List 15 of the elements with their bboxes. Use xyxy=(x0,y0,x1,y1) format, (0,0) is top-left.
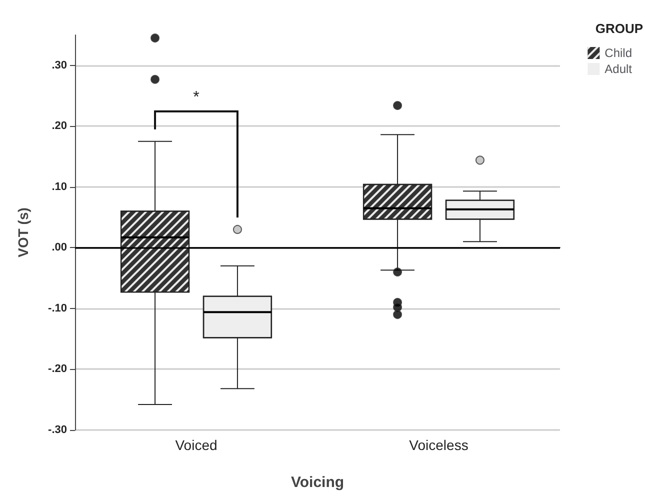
legend-label: Child xyxy=(604,46,632,60)
legend-label: Adult xyxy=(604,62,633,76)
y-tick-label: .30 xyxy=(52,59,67,72)
annotation: * xyxy=(193,88,200,106)
y-axis-title: VOT (s) xyxy=(15,208,31,258)
y-tick-label: .20 xyxy=(52,120,67,132)
y-tick-label: .00 xyxy=(52,242,67,254)
y-tick-label: -.10 xyxy=(48,302,67,314)
x-tick-label: Voiceless xyxy=(409,437,468,453)
y-tick-label: -.30 xyxy=(48,424,67,436)
x-axis-title: Voicing xyxy=(290,474,344,491)
y-tick-label: .10 xyxy=(52,180,67,193)
x-tick-label: Voiced xyxy=(175,437,218,453)
legend-title: GROUP xyxy=(595,21,644,36)
y-tick-label: -.20 xyxy=(48,363,67,376)
